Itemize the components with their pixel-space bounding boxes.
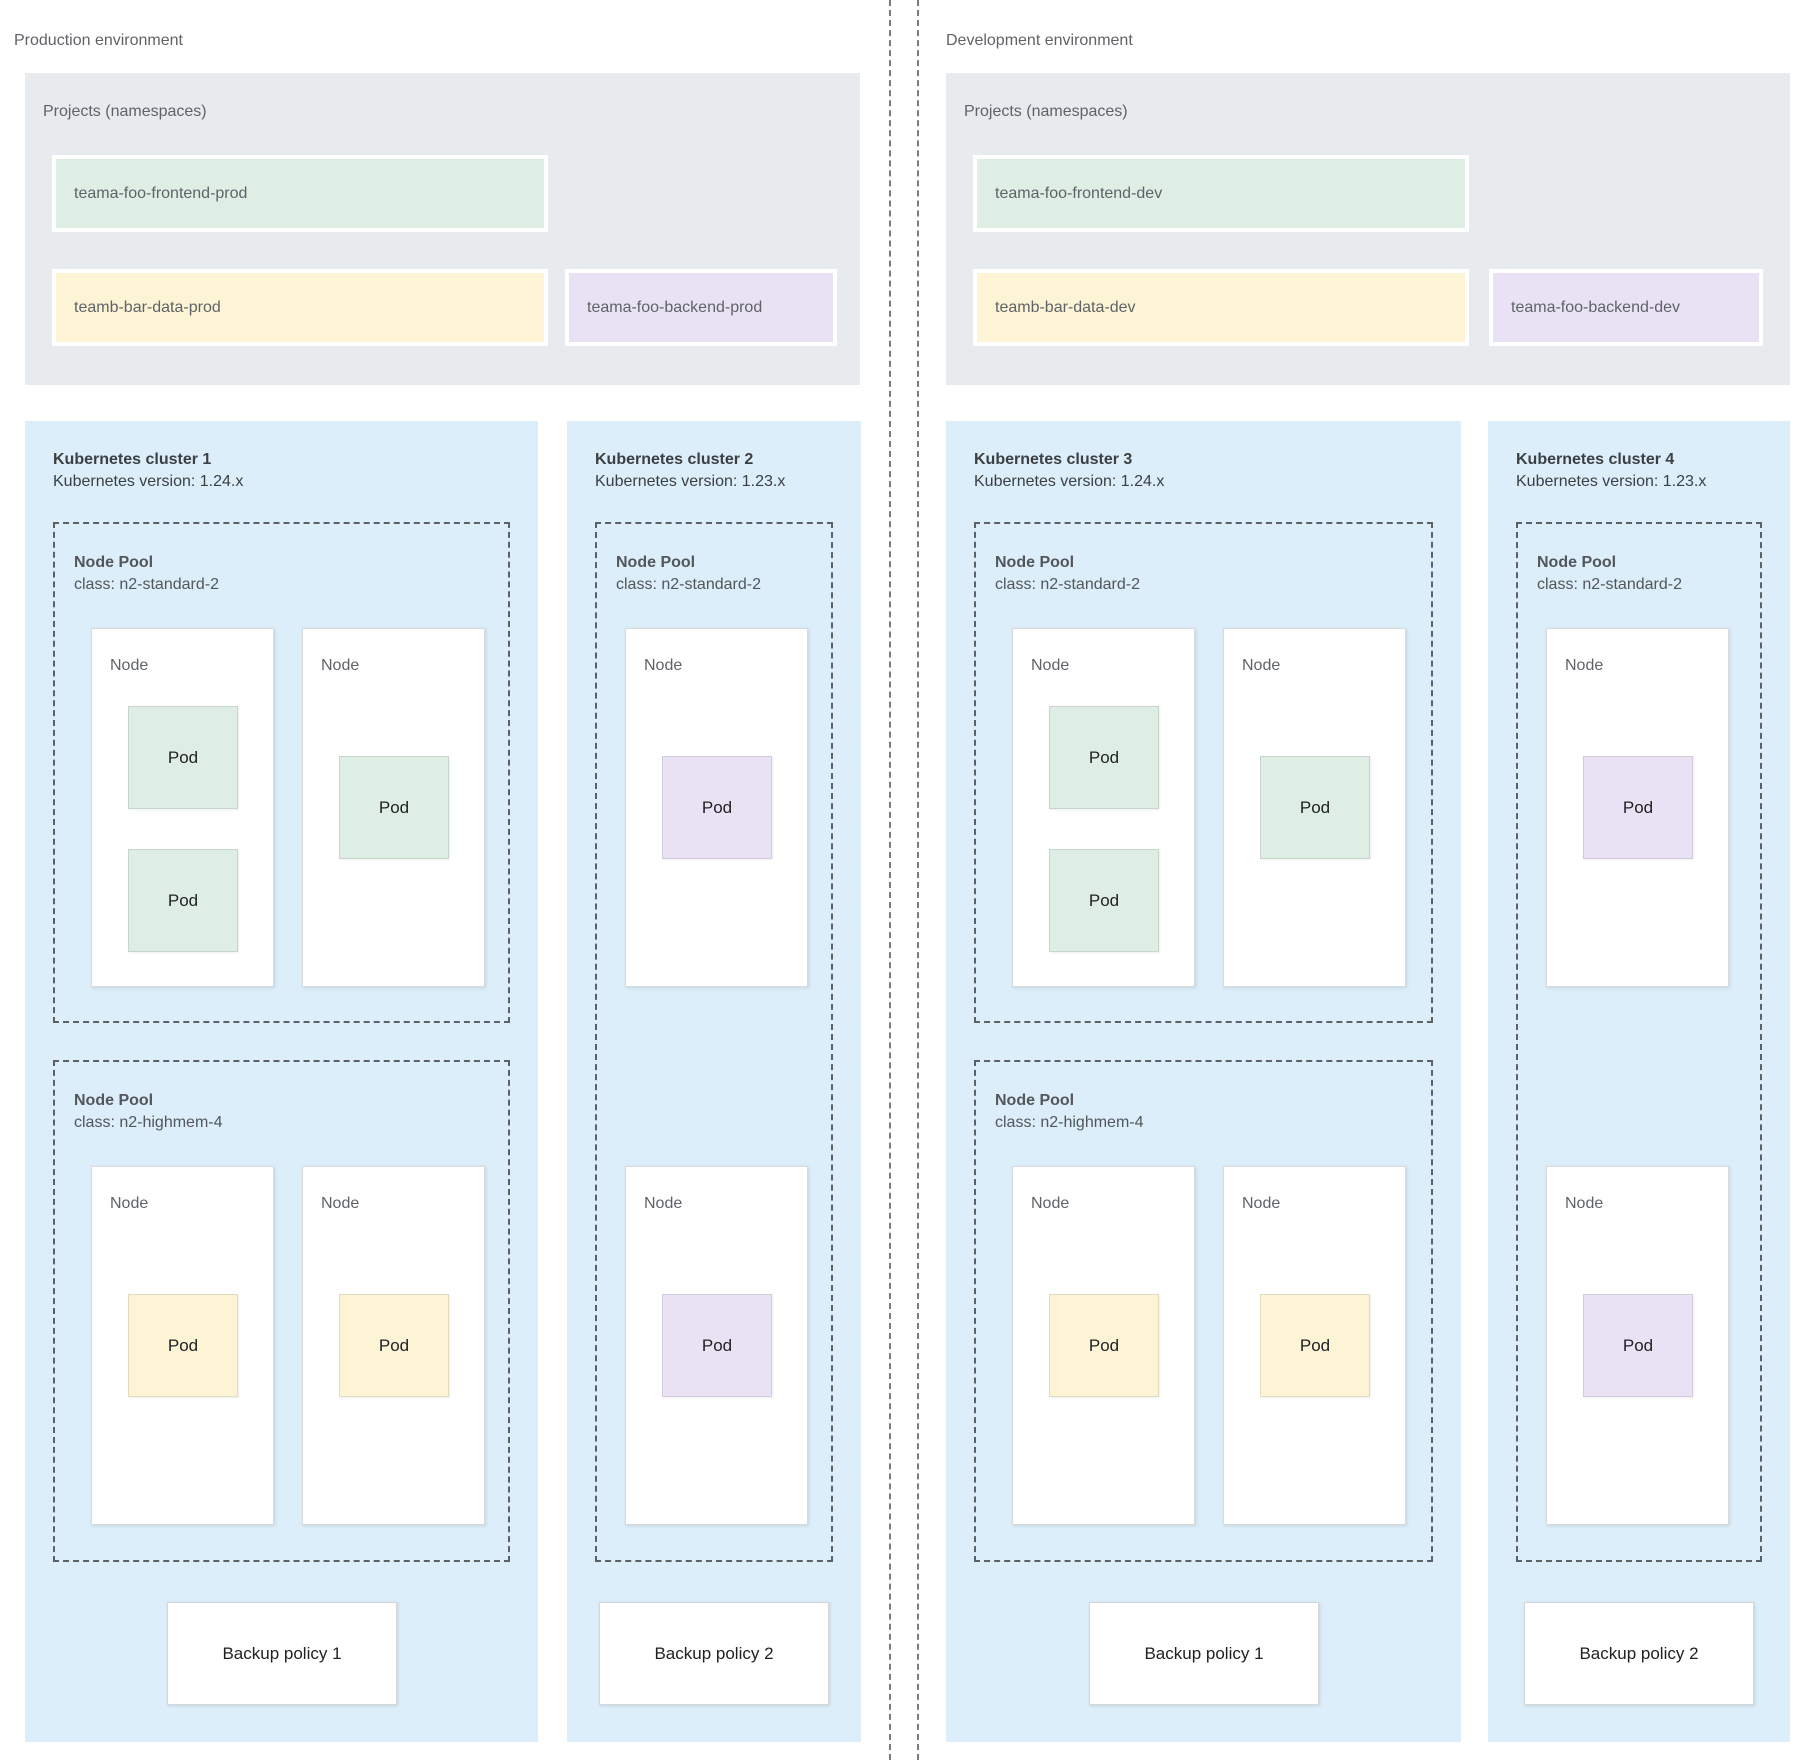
node-label: Node [644,657,683,674]
pod-box: Pod [339,1294,449,1397]
pod-box: Pod [1049,706,1159,809]
environment-divider-line [917,0,919,1760]
node-pool: Node Pool class: n2-standard-2 Node Pod Pod N… [974,522,1433,1023]
node-pool: Node Pool class: n2-standard-2 Node Pod Node… [595,522,833,1562]
namespace-box: teama-foo-frontend-dev [973,155,1469,232]
node-box: Node Pod [625,628,808,987]
backup-policy-box: Backup policy 2 [599,1602,829,1705]
node-box: Node Pod [91,1166,274,1525]
node-label: Node [1565,657,1604,674]
pod-box: Pod [662,1294,772,1397]
namespace-box: teama-foo-backend-dev [1489,269,1763,346]
node-box: Node Pod [302,1166,485,1525]
namespace-box: teamb-bar-data-prod [52,269,548,346]
backup-policy-box: Backup policy 2 [1524,1602,1754,1705]
node-label: Node [1031,1195,1070,1212]
node-pool: Node Pool class: n2-standard-2 Node Pod Pod N… [53,522,510,1023]
kubernetes-cluster-card: Kubernetes cluster 3 Kubernetes version: … [946,421,1461,1742]
node-pool-label: Node Pool [1537,554,1617,571]
cluster-title: Kubernetes cluster 4 [1516,451,1675,468]
backup-policy-box: Backup policy 1 [167,1602,397,1705]
namespace-label: teama-foo-frontend-prod [74,184,248,202]
node-label: Node [321,657,360,674]
node-pool-label: Node Pool [74,1092,154,1109]
node-pool: Node Pool class: n2-highmem-4 Node Pod Node P… [53,1060,510,1562]
kubernetes-cluster-card: Kubernetes cluster 2 Kubernetes version: … [567,421,861,1742]
node-label: Node [644,1195,683,1212]
pod-box: Pod [128,706,238,809]
node-label: Node [110,657,149,674]
cluster-version: Kubernetes version: 1.23.x [1516,473,1707,490]
node-box: Node Pod [1546,1166,1729,1525]
node-pool-class: class: n2-highmem-4 [995,1114,1144,1131]
namespace-label: teama-foo-backend-prod [587,298,763,316]
backup-policy-box: Backup policy 1 [1089,1602,1319,1705]
node-pool-class: class: n2-highmem-4 [74,1114,223,1131]
node-pool-class: class: n2-standard-2 [616,576,761,593]
node-box: Node Pod [1012,1166,1195,1525]
node-pool-label: Node Pool [995,554,1075,571]
projects-title: Projects (namespaces) [964,103,1128,120]
pod-box: Pod [1049,849,1159,952]
namespace-label: teamb-bar-data-dev [995,298,1136,316]
pod-box: Pod [1049,1294,1159,1397]
pod-box: Pod [662,756,772,859]
namespace-label: teama-foo-backend-dev [1511,298,1680,316]
node-pool-label: Node Pool [616,554,696,571]
node-pool-label: Node Pool [995,1092,1075,1109]
node-label: Node [1242,1195,1281,1212]
pod-box: Pod [1583,756,1693,859]
cluster-version: Kubernetes version: 1.24.x [53,473,244,490]
kubernetes-cluster-card: Kubernetes cluster 1 Kubernetes version: … [25,421,538,1742]
environment-divider-line [889,0,891,1760]
node-box: Node Pod [302,628,485,987]
node-box: Node Pod [1546,628,1729,987]
namespace-label: teama-foo-frontend-dev [995,184,1163,202]
pod-box: Pod [128,849,238,952]
cluster-title: Kubernetes cluster 3 [974,451,1133,468]
node-pool-label: Node Pool [74,554,154,571]
node-pool-class: class: n2-standard-2 [995,576,1140,593]
namespace-box: teamb-bar-data-dev [973,269,1469,346]
node-label: Node [321,1195,360,1212]
namespace-box: teama-foo-backend-prod [565,269,837,346]
kubernetes-cluster-card: Kubernetes cluster 4 Kubernetes version: … [1488,421,1790,1742]
node-label: Node [1242,657,1281,674]
node-pool-class: class: n2-standard-2 [1537,576,1682,593]
node-box: Node Pod [1223,628,1406,987]
production-environment-label: Production environment [14,32,183,49]
node-label: Node [1565,1195,1604,1212]
node-label: Node [110,1195,149,1212]
cluster-title: Kubernetes cluster 2 [595,451,754,468]
node-box: Node Pod Pod [91,628,274,987]
pod-box: Pod [1583,1294,1693,1397]
cluster-version: Kubernetes version: 1.24.x [974,473,1165,490]
namespace-box: teama-foo-frontend-prod [52,155,548,232]
pod-box: Pod [128,1294,238,1397]
pod-box: Pod [1260,1294,1370,1397]
node-pool: Node Pool class: n2-highmem-4 Node Pod Node P… [974,1060,1433,1562]
node-box: Node Pod [625,1166,808,1525]
cluster-version: Kubernetes version: 1.23.x [595,473,786,490]
node-box: Node Pod Pod [1012,628,1195,987]
pod-box: Pod [339,756,449,859]
node-label: Node [1031,657,1070,674]
pod-box: Pod [1260,756,1370,859]
namespace-label: teamb-bar-data-prod [74,298,221,316]
development-environment-label: Development environment [946,32,1133,49]
node-pool: Node Pool class: n2-standard-2 Node Pod Node… [1516,522,1762,1562]
cluster-title: Kubernetes cluster 1 [53,451,212,468]
node-pool-class: class: n2-standard-2 [74,576,219,593]
projects-title: Projects (namespaces) [43,103,207,120]
node-box: Node Pod [1223,1166,1406,1525]
